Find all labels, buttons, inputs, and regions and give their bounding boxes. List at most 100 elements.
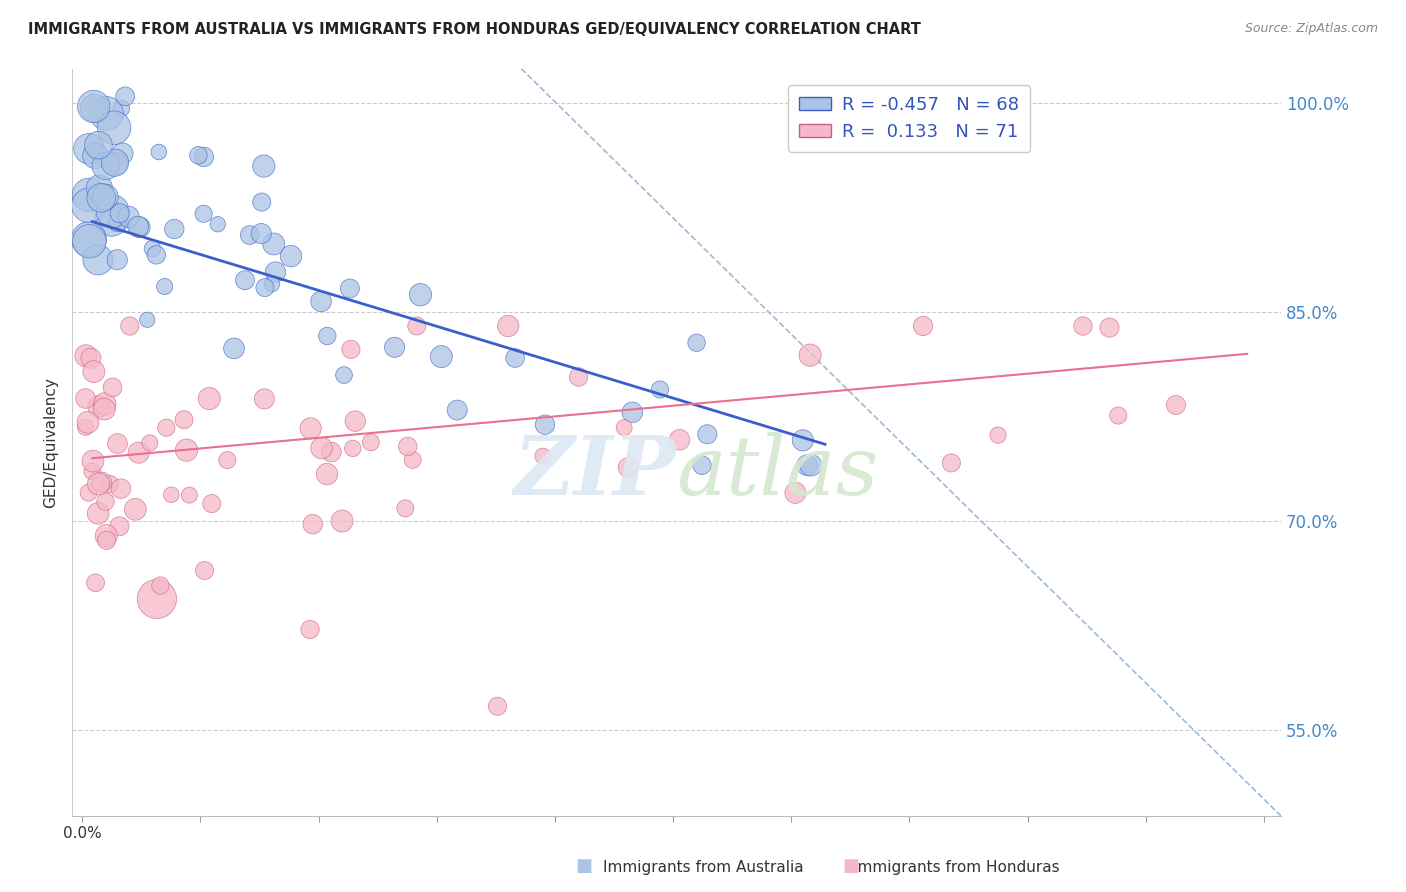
Point	[98, 477, 121, 491]
Point	[108, 206, 131, 220]
Point	[87, 400, 110, 414]
Point	[179, 488, 201, 502]
Point	[217, 453, 239, 467]
Point	[299, 421, 322, 435]
Point	[1098, 320, 1121, 334]
Point	[105, 216, 128, 230]
Point	[103, 120, 125, 135]
Point	[107, 436, 129, 450]
Point	[128, 220, 150, 235]
Point	[1071, 318, 1094, 333]
Point	[339, 281, 361, 295]
Point	[96, 528, 118, 542]
Point	[912, 318, 935, 333]
Point	[128, 445, 150, 459]
Point	[785, 486, 807, 500]
Point	[402, 453, 425, 467]
Point	[118, 318, 141, 333]
Point	[250, 195, 273, 210]
Point	[96, 533, 118, 548]
Point	[87, 476, 110, 491]
Point	[198, 392, 221, 406]
Point	[136, 313, 159, 327]
Point	[82, 465, 104, 479]
Point	[94, 159, 117, 173]
Point	[222, 342, 245, 356]
Point	[193, 150, 215, 164]
Point	[148, 145, 170, 159]
Point	[796, 458, 818, 472]
Point	[79, 234, 101, 248]
Point	[83, 101, 105, 115]
Point	[384, 340, 406, 354]
Point	[82, 454, 104, 468]
Text: ■: ■	[575, 856, 592, 874]
Point	[260, 277, 283, 292]
Point	[342, 442, 364, 456]
Point	[76, 415, 98, 429]
Point	[340, 343, 363, 357]
Point	[264, 265, 287, 279]
Point	[94, 190, 117, 204]
Point	[100, 212, 122, 227]
Point	[77, 198, 100, 212]
Text: Source: ZipAtlas.com: Source: ZipAtlas.com	[1244, 22, 1378, 36]
Point	[799, 348, 821, 362]
Point	[690, 458, 713, 472]
Point	[534, 417, 557, 432]
Point	[333, 368, 356, 383]
Point	[104, 155, 127, 169]
Text: ZIP: ZIP	[513, 432, 676, 512]
Point	[84, 575, 107, 590]
Point	[486, 699, 509, 714]
Point	[263, 237, 285, 252]
Point	[316, 467, 339, 482]
Text: Immigrants from Honduras: Immigrants from Honduras	[853, 861, 1059, 875]
Point	[696, 427, 718, 442]
Point	[496, 318, 519, 333]
Point	[139, 436, 162, 450]
Point	[149, 578, 172, 592]
Point	[94, 397, 117, 411]
Text: IMMIGRANTS FROM AUSTRALIA VS IMMIGRANTS FROM HONDURAS GED/EQUIVALENCY CORRELATIO: IMMIGRANTS FROM AUSTRALIA VS IMMIGRANTS …	[28, 22, 921, 37]
Y-axis label: GED/Equivalency: GED/Equivalency	[44, 376, 58, 508]
Point	[75, 392, 97, 406]
Point	[90, 475, 112, 489]
Point	[89, 181, 111, 195]
Point	[96, 106, 118, 120]
Point	[101, 204, 124, 219]
Point	[987, 428, 1010, 442]
Point	[153, 279, 176, 293]
Point	[127, 219, 149, 234]
Point	[101, 380, 124, 394]
Point	[250, 227, 273, 241]
Point	[110, 101, 132, 115]
Point	[160, 488, 183, 502]
Point	[75, 420, 97, 434]
Point	[201, 497, 224, 511]
Point	[173, 413, 195, 427]
Point	[87, 252, 110, 267]
Point	[568, 370, 591, 384]
Point	[311, 441, 333, 455]
Point	[531, 449, 554, 463]
Point	[800, 458, 823, 472]
Point	[80, 351, 103, 366]
Point	[111, 146, 134, 161]
Point	[301, 517, 323, 532]
Point	[685, 335, 707, 350]
Point	[409, 287, 432, 301]
Point	[75, 349, 97, 363]
Point	[344, 414, 367, 428]
Point	[87, 506, 110, 520]
Point	[77, 232, 100, 246]
Point	[360, 435, 382, 450]
Point	[621, 405, 644, 419]
Point	[84, 149, 107, 163]
Point	[77, 485, 100, 500]
Point	[117, 210, 139, 224]
Point	[941, 456, 963, 470]
Text: Immigrants from Australia: Immigrants from Australia	[603, 861, 803, 875]
Point	[87, 138, 110, 153]
Point	[193, 207, 215, 221]
